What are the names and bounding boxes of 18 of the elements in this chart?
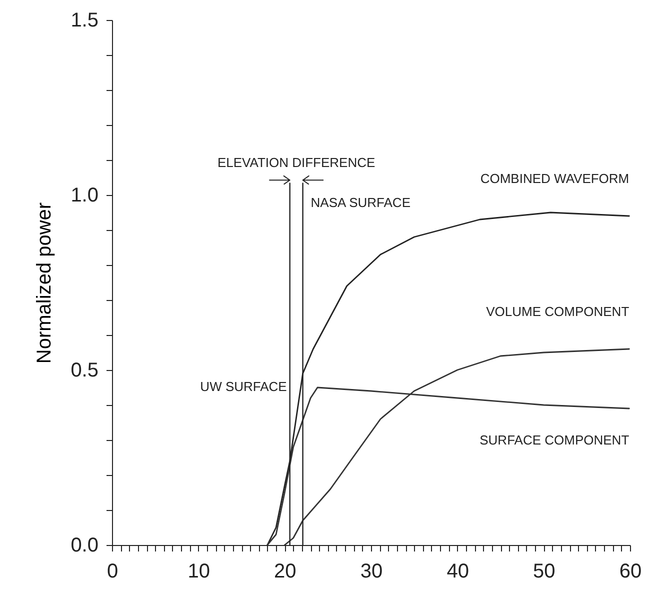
y-tick-label: 1.5 <box>70 10 98 32</box>
annotation: ELEVATION DIFFERENCE <box>217 155 376 170</box>
y-tick-label: 1.0 <box>70 184 98 206</box>
y-tick-label: 0.5 <box>70 360 98 382</box>
x-tick-label: 0 <box>106 560 118 582</box>
text: VOLUME COMPONENT <box>486 304 630 319</box>
y-axis-title: Normalized power <box>34 202 56 364</box>
y-tick-label: 0.0 <box>70 534 98 556</box>
ref-line-label: UW SURFACE <box>200 379 288 394</box>
x-tick-label: 20 <box>274 560 296 582</box>
ref-line-label: NASA SURFACE <box>310 195 411 210</box>
x-tick-label: 50 <box>533 560 556 582</box>
x-tick-label: 30 <box>360 560 383 582</box>
series-label: SURFACE COMPONENT <box>480 432 630 448</box>
x-tick-label: 10 <box>188 560 210 582</box>
x-tick-label: 40 <box>446 560 469 582</box>
text: COMBINED WAVEFORM <box>480 171 630 186</box>
x-tick-label: 60 <box>619 560 642 582</box>
